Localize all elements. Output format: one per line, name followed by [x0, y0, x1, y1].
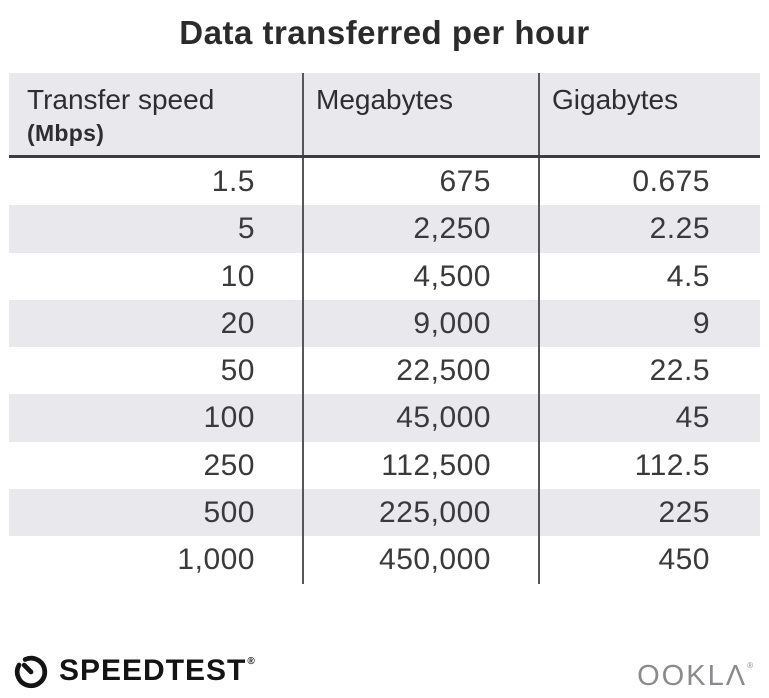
column-header-mbps-unit: (Mbps) — [27, 120, 105, 146]
cell-gigabytes: 0.675 — [538, 158, 760, 206]
table-row: 20 9,000 9 — [9, 299, 760, 348]
cell-gigabytes: 2.25 — [538, 205, 760, 253]
table-row: 10 4,500 4.5 — [9, 252, 760, 300]
table-body: 1.5 675 0.675 5 2,250 2.25 10 4,500 4.5 20 9,000 9 5… — [9, 158, 760, 584]
cell-transfer-speed: 50 — [220, 354, 255, 388]
speedtest-gauge-icon — [14, 655, 48, 689]
ookla-registered-mark: ® — [747, 661, 755, 670]
cell-transfer-speed: 20 — [220, 306, 255, 340]
cell-megabytes: 4,500 — [302, 252, 538, 300]
speedtest-label: SPEEDTEST — [59, 654, 247, 687]
column-header-megabytes: Megabytes — [302, 73, 538, 155]
speedtest-logo: SPEEDTEST® — [12, 652, 255, 690]
cell-megabytes: 225,000 — [302, 489, 538, 537]
table-row: 1,000 450,000 450 — [9, 536, 760, 584]
column-header-transfer-speed-label: Transfer speed — [27, 84, 215, 115]
data-table: Transfer speed (Mbps) Megabytes Gigabyte… — [9, 73, 760, 584]
cell-megabytes: 675 — [302, 158, 538, 206]
cell-transfer-speed: 1.5 — [211, 165, 255, 198]
table-row: 1.5 675 0.675 — [9, 158, 760, 206]
ookla-label: OOKLΛ — [637, 660, 748, 692]
cell-megabytes: 2,250 — [302, 205, 538, 253]
cell-gigabytes: 4.5 — [538, 252, 760, 300]
cell-transfer-speed: 10 — [220, 259, 255, 293]
table-row: 250 112,500 112.5 — [9, 441, 760, 490]
cell-gigabytes: 225 — [538, 489, 760, 537]
footer: SPEEDTEST® OOKLΛ® — [0, 648, 769, 696]
table-row: 100 45,000 45 — [9, 394, 760, 442]
cell-megabytes: 45,000 — [302, 394, 538, 442]
cell-megabytes: 450,000 — [302, 536, 538, 584]
table-row: 5 2,250 2.25 — [9, 205, 760, 253]
cell-megabytes: 9,000 — [302, 299, 538, 348]
page-title: Data transferred per hour — [179, 14, 590, 51]
table-row: 50 22,500 22.5 — [9, 347, 760, 395]
ookla-logo: OOKLΛ® — [637, 660, 755, 693]
speedtest-registered-mark: ® — [247, 656, 256, 667]
table-header-row: Transfer speed (Mbps) Megabytes Gigabyte… — [9, 73, 760, 158]
cell-gigabytes: 450 — [538, 536, 760, 584]
cell-transfer-speed: 250 — [203, 448, 255, 482]
cell-transfer-speed: 500 — [203, 496, 255, 530]
cell-gigabytes: 9 — [538, 299, 760, 348]
speedtest-wordmark: SPEEDTEST® — [59, 654, 255, 688]
cell-transfer-speed: 1,000 — [177, 543, 255, 577]
cell-gigabytes: 22.5 — [538, 347, 760, 395]
table-row: 500 225,000 225 — [9, 489, 760, 537]
cell-megabytes: 112,500 — [302, 441, 538, 490]
cell-transfer-speed: 5 — [237, 212, 255, 246]
cell-gigabytes: 45 — [538, 394, 760, 442]
cell-megabytes: 22,500 — [302, 347, 538, 395]
cell-transfer-speed: 100 — [203, 401, 255, 435]
cell-gigabytes: 112.5 — [538, 441, 760, 490]
column-header-transfer-speed: Transfer speed (Mbps) — [9, 73, 302, 155]
column-header-gigabytes: Gigabytes — [538, 73, 760, 155]
